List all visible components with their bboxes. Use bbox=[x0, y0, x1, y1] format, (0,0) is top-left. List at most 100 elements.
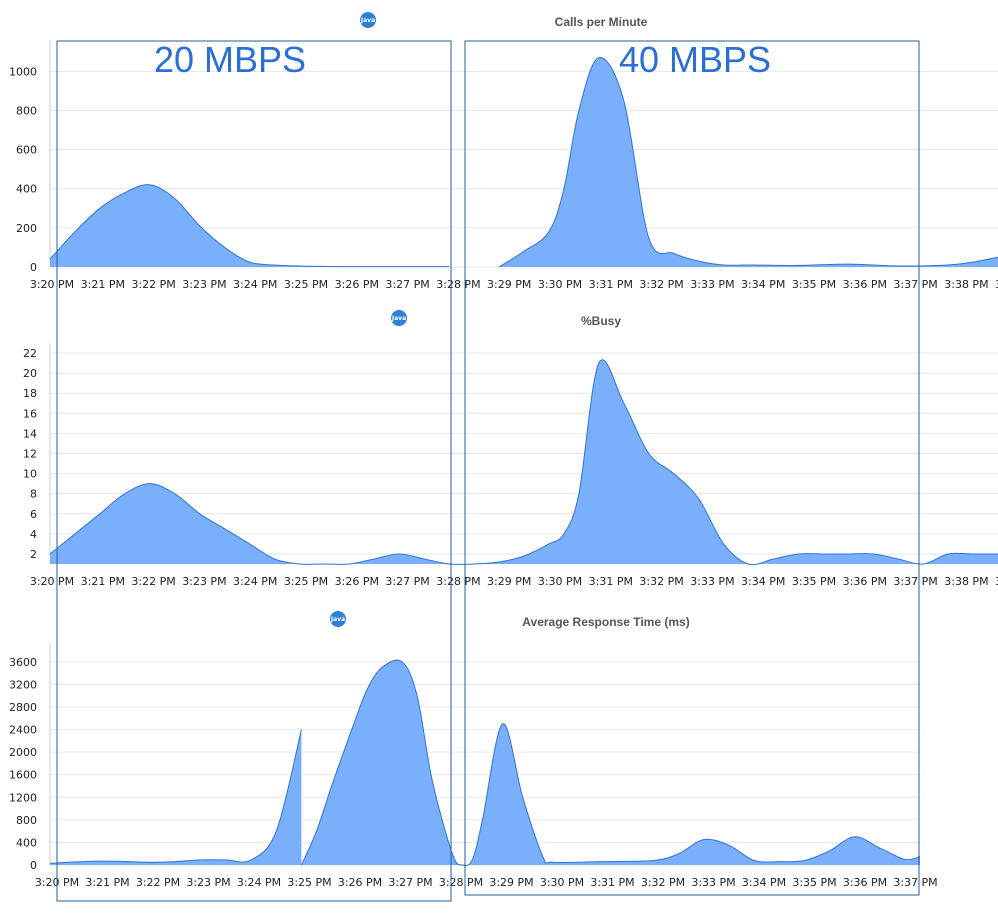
x-tick-label: 3:24 PM bbox=[237, 876, 281, 889]
series-area bbox=[499, 57, 998, 267]
y-tick-label: 2400 bbox=[9, 724, 37, 737]
x-tick-label: 3:29 PM bbox=[489, 876, 533, 889]
x-tick-label: 3:22 PM bbox=[131, 278, 175, 291]
x-tick-label: 3:20 PM bbox=[30, 575, 74, 588]
y-tick-label: 20 bbox=[23, 367, 37, 380]
y-tick-label: 800 bbox=[16, 104, 37, 117]
y-tick-label: 2000 bbox=[9, 746, 37, 759]
y-tick-label: 18 bbox=[23, 387, 37, 400]
x-tick-label: 3:21 PM bbox=[81, 575, 125, 588]
x-tick-label: 3:32 PM bbox=[639, 278, 683, 291]
x-tick-label: 3:23 PM bbox=[182, 278, 226, 291]
x-tick-label: 3:27 PM bbox=[388, 876, 432, 889]
x-tick-label: 3:25 PM bbox=[284, 278, 328, 291]
y-tick-label: 22 bbox=[23, 347, 37, 360]
x-tick-label: 3:30 PM bbox=[538, 575, 582, 588]
40-mbps-frame bbox=[464, 40, 920, 896]
y-tick-label: 2800 bbox=[9, 701, 37, 714]
x-tick-label: 3:23 PM bbox=[182, 575, 226, 588]
series-line bbox=[300, 659, 921, 867]
x-tick-label: 3:29 PM bbox=[487, 278, 531, 291]
x-tick-label: 3:31 PM bbox=[589, 278, 633, 291]
x-tick-label: 3:26 PM bbox=[335, 278, 379, 291]
y-tick-label: 400 bbox=[16, 836, 37, 849]
y-tick-label: 800 bbox=[16, 814, 37, 827]
x-tick-label: 3:36 PM bbox=[843, 876, 887, 889]
java-badge-circle bbox=[360, 12, 376, 28]
x-tick-label: 3:22 PM bbox=[131, 575, 175, 588]
x-tick-label: 3:24 PM bbox=[233, 575, 277, 588]
x-tick-label: 3:21 PM bbox=[81, 278, 125, 291]
y-tick-label: 12 bbox=[23, 447, 37, 460]
x-tick-label: 3:31 PM bbox=[590, 876, 634, 889]
x-tick-label: 3:33 PM bbox=[691, 876, 735, 889]
x-tick-label: 3:26 PM bbox=[335, 575, 379, 588]
x-tick-label: 3:28 PM bbox=[436, 575, 480, 588]
y-tick-label: 0 bbox=[30, 261, 37, 274]
x-tick-label: 3:31 PM bbox=[589, 575, 633, 588]
series-area bbox=[50, 184, 450, 267]
y-tick-label: 3200 bbox=[9, 678, 37, 691]
x-tick-label: 3:28 PM bbox=[436, 278, 480, 291]
x-tick-label: 3:24 PM bbox=[233, 278, 277, 291]
bandwidth-overlay: 20 MBPS 40 MBPS bbox=[56, 39, 920, 902]
series-line bbox=[498, 57, 998, 268]
series-line bbox=[49, 184, 450, 268]
y-tick-label: 400 bbox=[16, 183, 37, 196]
chart-panel-3: 040080012001600200024002800320036003:20 … bbox=[9, 611, 938, 889]
series-area bbox=[50, 359, 998, 565]
x-tick-label: 3:25 PM bbox=[287, 876, 331, 889]
x-tick-label: 3:22 PM bbox=[136, 876, 180, 889]
y-tick-label: 200 bbox=[16, 222, 37, 235]
x-tick-label: 3:33 PM bbox=[690, 575, 734, 588]
y-tick-label: 2 bbox=[30, 548, 37, 561]
chart-panel-2: 2 4 6 8 10 12 14 16 18 20 22 3:20 PM 3:21 PM 3:22 PM 3… bbox=[23, 310, 998, 588]
x-tick-label: 3:28 PM bbox=[439, 876, 483, 889]
y-tick-label: 0 bbox=[30, 859, 37, 872]
x-tick-label: 3:25 PM bbox=[284, 575, 328, 588]
x-tick-label: 3:36 PM bbox=[843, 278, 887, 291]
x-tick-label: 3:35 PM bbox=[792, 876, 836, 889]
x-tick-label: 3:38 PM bbox=[944, 278, 988, 291]
java-icon: Java bbox=[391, 310, 407, 326]
y-tick-label: 16 bbox=[23, 407, 37, 420]
40-mbps-label: 40 MBPS bbox=[619, 39, 771, 80]
x-tick-label: 3:38 PM bbox=[944, 575, 988, 588]
x-tick-label: 3:34 PM bbox=[741, 278, 785, 291]
x-tick-label: 3:29 PM bbox=[487, 575, 531, 588]
series-line bbox=[49, 359, 998, 566]
x-tick-label: 3:35 PM bbox=[792, 278, 836, 291]
y-tick-label: 1600 bbox=[9, 769, 37, 782]
y-tick-label: 8 bbox=[30, 488, 37, 501]
java-icon: Java bbox=[330, 611, 346, 627]
x-tick-label: 3:30 PM bbox=[540, 876, 584, 889]
x-tick-label: 3:20 PM bbox=[30, 278, 74, 291]
x-tick-label: 3:27 PM bbox=[385, 575, 429, 588]
chart-title: %Busy bbox=[581, 314, 621, 328]
y-tick-label: 600 bbox=[16, 144, 37, 157]
x-tick-label: 3:33 PM bbox=[690, 278, 734, 291]
java-badge-text: Java bbox=[391, 315, 406, 322]
x-tick-label: 3:36 PM bbox=[843, 575, 887, 588]
y-tick-label: 10 bbox=[23, 468, 37, 481]
x-tick-label: 3:34 PM bbox=[741, 575, 785, 588]
java-badge-circle bbox=[330, 611, 346, 627]
x-tick-label: 3:37 PM bbox=[893, 278, 937, 291]
java-badge-text: Java bbox=[360, 17, 375, 24]
y-tick-label: 6 bbox=[30, 508, 37, 521]
20-mbps-frame bbox=[56, 40, 452, 902]
x-tick-label: 3:30 PM bbox=[538, 278, 582, 291]
y-tick-label: 4 bbox=[30, 528, 37, 541]
x-tick-label: 3:34 PM bbox=[742, 876, 786, 889]
x-tick-label: 3:21 PM bbox=[85, 876, 129, 889]
y-tick-label: 14 bbox=[23, 427, 37, 440]
chart-title: Calls per Minute bbox=[555, 15, 648, 29]
x-tick-label: 3:27 PM bbox=[385, 278, 429, 291]
java-badge-text: Java bbox=[330, 616, 345, 623]
y-tick-label: 1200 bbox=[9, 791, 37, 804]
java-icon: Java bbox=[360, 12, 376, 28]
series-area bbox=[301, 660, 920, 866]
y-tick-label: 1000 bbox=[9, 65, 37, 78]
